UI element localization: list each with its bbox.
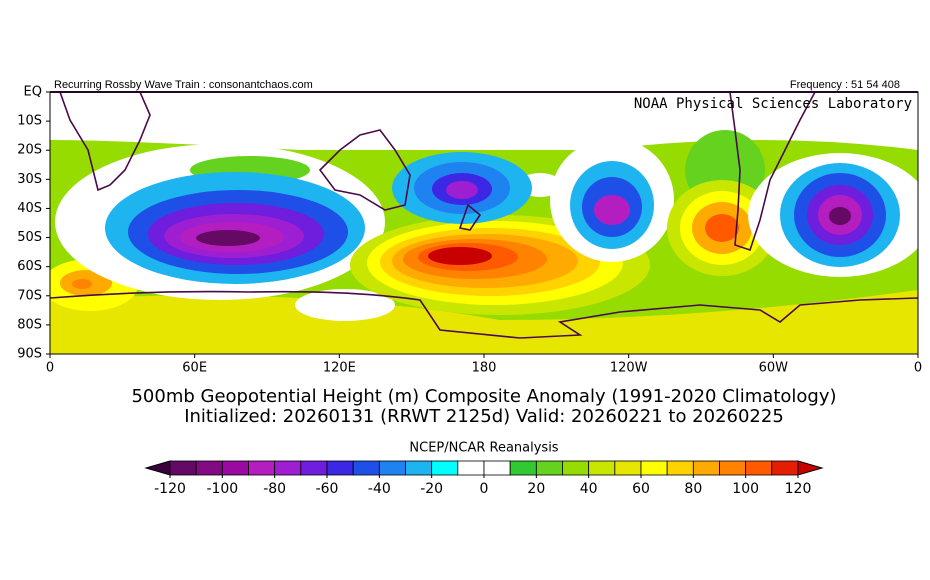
colorbar-swatch — [300, 460, 328, 476]
colorbar-swatch — [771, 460, 799, 476]
map-field — [50, 92, 918, 354]
colorbar-swatch — [666, 460, 694, 476]
colorbar-swatch — [614, 460, 642, 476]
colorbar-tick-label: 60 — [632, 481, 650, 497]
colorbar-tick-label: -60 — [316, 481, 339, 497]
colorbar-swatch — [248, 460, 276, 476]
colorbar-tick-label: 20 — [527, 481, 545, 497]
colorbar-tick-label: -80 — [263, 481, 286, 497]
lat-label: 10S — [17, 114, 42, 129]
colorbar-label: NCEP/NCAR Reanalysis — [409, 441, 558, 456]
colorbar-swatch — [378, 460, 406, 476]
lat-label: 50S — [17, 230, 42, 245]
colorbar-swatch — [405, 460, 433, 476]
colorbar-tick-label: 120 — [785, 481, 812, 497]
colorbar-swatch — [719, 460, 747, 476]
lat-label: 80S — [17, 317, 42, 332]
colorbar-swatch — [588, 460, 616, 476]
colorbar-tick-label: 100 — [732, 481, 759, 497]
colorbar-tick-label: 40 — [580, 481, 598, 497]
colorbar-tick-label: -100 — [206, 481, 238, 497]
colorbar-tick-label: -120 — [154, 481, 186, 497]
lat-label: 60S — [17, 259, 42, 274]
lon-label: 60W — [759, 361, 789, 376]
lat-label: 70S — [17, 288, 42, 303]
lon-label: 180 — [472, 361, 497, 376]
colorbar-swatch — [431, 460, 459, 476]
lon-label: 120E — [323, 361, 356, 376]
colorbar-swatch — [692, 460, 720, 476]
lon-label: 60E — [182, 361, 207, 376]
lat-label: 90S — [17, 347, 42, 362]
colorbar-swatch — [457, 460, 485, 476]
colorbar-swatch — [274, 460, 302, 476]
colorbar-swatch — [640, 460, 668, 476]
colorbar-under — [144, 460, 171, 476]
colorbar-tick-label: 0 — [480, 481, 489, 497]
colorbar-swatch — [195, 460, 223, 476]
colorbar-swatch — [352, 460, 380, 476]
colorbar-tick-label: -40 — [368, 481, 391, 497]
lon-label: 0 — [46, 361, 54, 376]
lat-label: EQ — [24, 85, 42, 100]
colorbar-tick-label: -20 — [420, 481, 443, 497]
lat-label: 30S — [17, 172, 42, 187]
colorbar-swatch — [535, 460, 563, 476]
colorbar-swatch — [745, 460, 773, 476]
colorbar-swatch — [483, 460, 511, 476]
lon-label: 120W — [610, 361, 648, 376]
colorbar-over — [797, 460, 824, 476]
colorbar-swatch — [562, 460, 590, 476]
header-right: Frequency : 51 54 408 — [790, 79, 900, 91]
colorbar-swatch — [326, 460, 354, 476]
colorbar-tick-label: 80 — [684, 481, 702, 497]
title-line: 500mb Geopotential Height (m) Composite … — [131, 386, 836, 407]
lat-label: 40S — [17, 201, 42, 216]
lat-label: 20S — [17, 143, 42, 158]
title-line: Initialized: 20260131 (RRWT 2125d) Valid… — [184, 406, 784, 427]
colorbar-swatch — [221, 460, 249, 476]
header-left: Recurring Rossby Wave Train : consonantc… — [54, 79, 313, 91]
lon-label: 0 — [914, 361, 922, 376]
colorbar-swatch — [169, 460, 197, 476]
lab-label: NOAA Physical Sciences Laboratory — [634, 96, 912, 112]
colorbar-swatch — [509, 460, 537, 476]
